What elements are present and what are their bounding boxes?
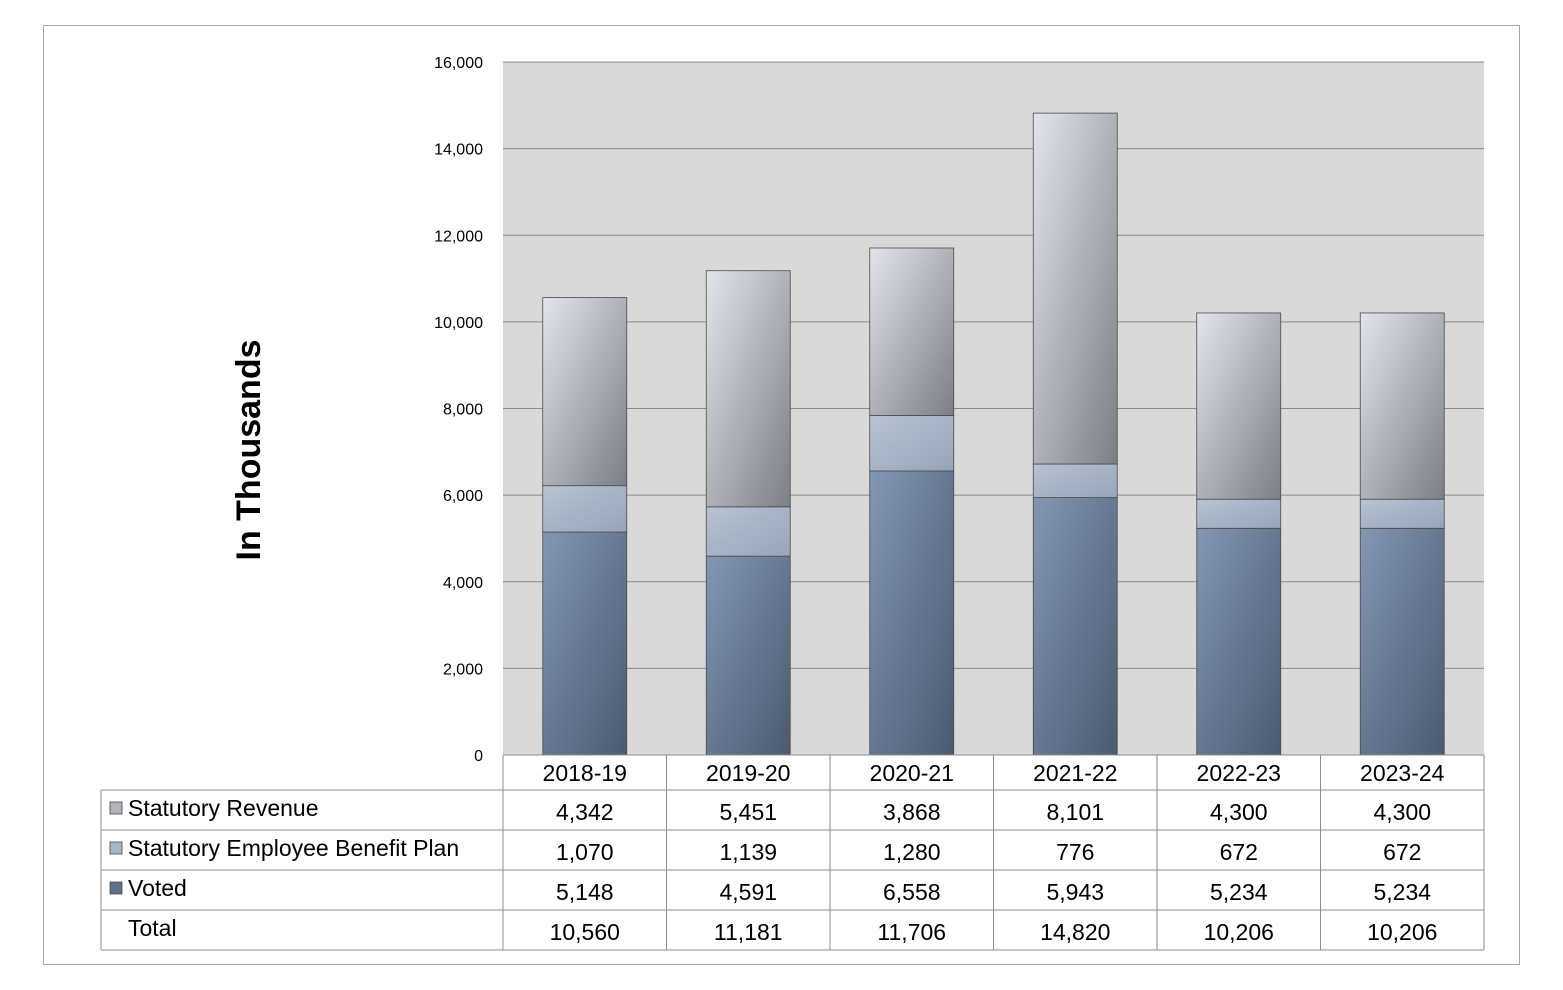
data-label: 672 <box>1383 839 1421 865</box>
data-label: 1,070 <box>556 839 614 865</box>
bar-segment <box>542 531 628 756</box>
data-label: 10,206 <box>1367 919 1437 945</box>
data-label: 11,181 <box>714 919 783 945</box>
bar-segment <box>1032 497 1118 756</box>
data-label: 5,234 <box>1210 879 1268 905</box>
data-label: 8,101 <box>1046 799 1104 825</box>
bar-segment <box>869 247 955 416</box>
data-label: 1,139 <box>719 839 777 865</box>
data-label: 4,591 <box>719 879 777 905</box>
data-label: 5,451 <box>719 799 777 825</box>
x-tick-label: 2020-21 <box>870 760 954 786</box>
bar-segment <box>542 297 628 487</box>
data-label: 14,820 <box>1040 919 1110 945</box>
data-label: 776 <box>1056 839 1094 865</box>
legend-label: Statutory Employee Benefit Plan <box>128 835 459 861</box>
bar-segment <box>542 485 628 533</box>
bar-segment <box>1032 463 1118 498</box>
data-label: 5,148 <box>556 879 614 905</box>
y-tick-label: 6,000 <box>443 488 483 505</box>
legend-swatch <box>109 801 123 815</box>
data-label: 10,560 <box>550 919 620 945</box>
x-tick-label: 2022-23 <box>1197 760 1281 786</box>
data-label: 4,300 <box>1210 799 1268 825</box>
x-tick-label: 2021-22 <box>1033 760 1117 786</box>
data-label: 4,342 <box>556 799 614 825</box>
data-label: 4,300 <box>1373 799 1431 825</box>
chart-frame <box>43 25 1520 965</box>
y-tick-label: 14,000 <box>434 142 483 159</box>
data-label: 6,558 <box>883 879 941 905</box>
x-tick-label: 2019-20 <box>706 760 790 786</box>
bar-segment <box>1196 527 1282 756</box>
y-tick-label: 10,000 <box>434 315 483 332</box>
data-label: 10,206 <box>1204 919 1274 945</box>
data-label: 11,706 <box>877 919 946 945</box>
bar-segment <box>1359 312 1445 500</box>
y-tick-label: 0 <box>474 748 483 765</box>
legend-swatch <box>109 881 123 895</box>
data-label: 672 <box>1220 839 1258 865</box>
y-tick-label: 2,000 <box>443 661 483 678</box>
legend-label: Statutory Revenue <box>128 795 319 821</box>
bar-segment <box>1032 112 1118 465</box>
y-axis-label: In Thousands <box>230 340 268 561</box>
y-tick-label: 16,000 <box>434 55 483 72</box>
y-tick-label: 8,000 <box>443 402 483 419</box>
bar-segment <box>869 415 955 472</box>
x-tick-label: 2018-19 <box>543 760 627 786</box>
bar-segment <box>1359 527 1445 756</box>
bar-segment <box>705 270 791 508</box>
bar-segment <box>705 506 791 557</box>
x-tick-label: 2023-24 <box>1360 760 1445 786</box>
legend-label: Total <box>128 915 177 941</box>
data-label: 3,868 <box>883 799 941 825</box>
legend-label: Voted <box>128 875 187 901</box>
y-tick-label: 4,000 <box>443 575 483 592</box>
data-label: 5,943 <box>1046 879 1104 905</box>
bar-segment <box>1196 498 1282 529</box>
bar-segment <box>1196 312 1282 500</box>
y-tick-label: 12,000 <box>434 228 483 245</box>
bar-segment <box>869 470 955 756</box>
bar-segment <box>705 555 791 756</box>
legend-swatch <box>109 841 123 855</box>
data-label: 1,280 <box>883 839 941 865</box>
data-label: 5,234 <box>1373 879 1431 905</box>
bar-segment <box>1359 498 1445 529</box>
